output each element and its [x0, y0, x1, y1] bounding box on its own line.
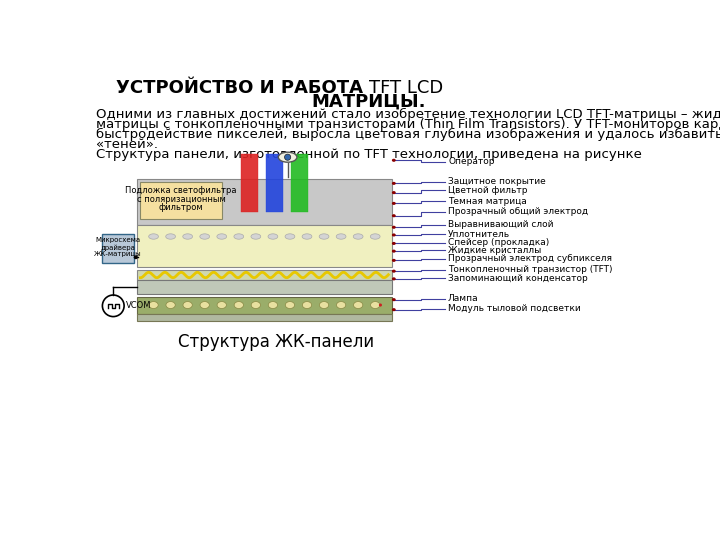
Ellipse shape — [200, 301, 210, 308]
Text: Защитное покрытие: Защитное покрытие — [448, 177, 546, 186]
Ellipse shape — [392, 298, 396, 301]
Ellipse shape — [251, 301, 261, 308]
Text: Модуль тыловой подсветки: Модуль тыловой подсветки — [448, 305, 581, 313]
Ellipse shape — [302, 234, 312, 239]
Text: Оператор: Оператор — [448, 157, 495, 166]
Ellipse shape — [392, 202, 396, 205]
Ellipse shape — [166, 234, 176, 239]
Ellipse shape — [149, 301, 158, 308]
Ellipse shape — [234, 234, 243, 239]
Ellipse shape — [392, 191, 396, 194]
Ellipse shape — [302, 301, 312, 308]
Bar — [137, 269, 392, 280]
Text: Спейсер (прокладка): Спейсер (прокладка) — [448, 238, 549, 247]
Ellipse shape — [183, 301, 192, 308]
Ellipse shape — [320, 301, 329, 308]
Ellipse shape — [392, 269, 396, 273]
Text: Жидкие кристаллы: Жидкие кристаллы — [448, 246, 541, 255]
Ellipse shape — [251, 234, 261, 239]
Ellipse shape — [284, 154, 291, 160]
Text: Запоминающий конденсатор: Запоминающий конденсатор — [448, 274, 588, 282]
Bar — [137, 314, 392, 321]
Ellipse shape — [392, 278, 396, 280]
Ellipse shape — [134, 255, 138, 259]
Ellipse shape — [392, 226, 396, 229]
Text: быстродействие пикселей, выросла цветовая глубина изображения и удалось избавить: быстродействие пикселей, выросла цветова… — [96, 128, 720, 141]
Ellipse shape — [392, 182, 396, 185]
Ellipse shape — [392, 308, 396, 311]
Ellipse shape — [354, 301, 363, 308]
Text: Структура панели, изготовленной по TFT технологии, приведена на рисунке: Структура панели, изготовленной по TFT т… — [96, 148, 642, 161]
Text: Прозрачный общий электрод: Прозрачный общий электрод — [448, 207, 588, 217]
Text: драйвера: драйвера — [101, 244, 135, 251]
Bar — [291, 154, 307, 212]
Ellipse shape — [148, 234, 158, 239]
Bar — [137, 179, 392, 225]
Text: Подложка светофильтра: Подложка светофильтра — [125, 186, 237, 195]
Ellipse shape — [392, 242, 396, 245]
Text: ЖК-матрицы: ЖК-матрицы — [94, 251, 142, 257]
Ellipse shape — [279, 152, 297, 162]
Text: Выравнивающий слой: Выравнивающий слой — [448, 220, 554, 230]
Text: Структура ЖК-панели: Структура ЖК-панели — [178, 333, 374, 351]
Ellipse shape — [217, 301, 226, 308]
Text: МАТРИЦЫ.: МАТРИЦЫ. — [312, 92, 426, 111]
Text: УСТРОЙСТВО И РАБОТА: УСТРОЙСТВО И РАБОТА — [116, 79, 369, 97]
Ellipse shape — [392, 233, 396, 237]
Ellipse shape — [183, 234, 192, 239]
Ellipse shape — [269, 301, 277, 308]
Ellipse shape — [166, 301, 175, 308]
Ellipse shape — [200, 234, 210, 239]
Text: Цветной фильтр: Цветной фильтр — [448, 186, 528, 195]
Text: Темная матрица: Темная матрица — [448, 197, 527, 206]
Text: Одними из главных достижений стало изобретение технологии LCD TFT-матрицы – жидк: Одними из главных достижений стало изобр… — [96, 108, 720, 121]
Text: фильтром: фильтром — [158, 204, 203, 212]
Text: с поляризационным: с поляризационным — [137, 195, 225, 204]
Text: Тонкопленочный транзистор (TFT): Тонкопленочный транзистор (TFT) — [448, 265, 613, 274]
Ellipse shape — [336, 301, 346, 308]
Ellipse shape — [371, 301, 380, 308]
Ellipse shape — [102, 295, 124, 316]
Bar — [140, 182, 222, 219]
Ellipse shape — [392, 259, 396, 262]
Text: TFT LCD: TFT LCD — [369, 79, 444, 97]
Ellipse shape — [285, 301, 294, 308]
Ellipse shape — [354, 234, 363, 239]
Text: матрицы с тонкопленочными транзисторами (Thin Film Transistors). У TFT-мониторов: матрицы с тонкопленочными транзисторами … — [96, 118, 720, 131]
Bar — [137, 225, 392, 267]
Ellipse shape — [392, 214, 396, 217]
Text: «теней».: «теней». — [96, 138, 158, 151]
Text: Прозрачный электрод субпикселя: Прозрачный электрод субпикселя — [448, 254, 612, 264]
Ellipse shape — [268, 234, 278, 239]
Ellipse shape — [336, 234, 346, 239]
Text: Лампа: Лампа — [448, 294, 479, 303]
Bar — [137, 296, 392, 314]
Ellipse shape — [234, 301, 243, 308]
Ellipse shape — [319, 234, 329, 239]
Bar — [241, 154, 258, 212]
Ellipse shape — [370, 234, 380, 239]
Text: Уплотнитель: Уплотнитель — [448, 230, 510, 239]
Ellipse shape — [285, 234, 294, 239]
Text: Микросхема: Микросхема — [95, 237, 140, 244]
Ellipse shape — [379, 303, 382, 307]
Text: VCOM: VCOM — [127, 301, 152, 310]
Bar — [266, 154, 283, 212]
Ellipse shape — [217, 234, 227, 239]
Bar — [102, 234, 134, 264]
Ellipse shape — [392, 249, 396, 253]
Ellipse shape — [392, 159, 396, 162]
Bar — [137, 280, 392, 294]
